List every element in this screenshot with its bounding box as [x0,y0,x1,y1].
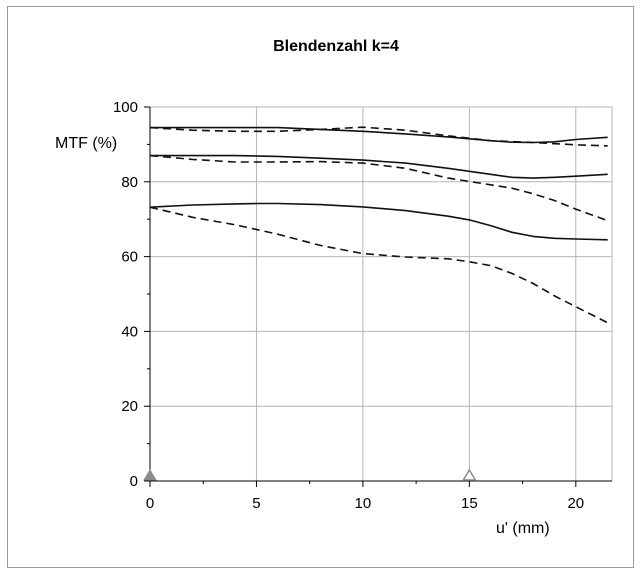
x-axis-label: u' (mm) [496,520,550,537]
series-line-5-solid [149,202,608,241]
y-tick-label: 0 [130,473,138,490]
series-line-4-dashed [149,154,608,222]
x-tick-label: 5 [252,495,260,512]
series-line-6-dashed [149,206,609,324]
x-tick-label: 0 [146,495,154,512]
x-tick-label: 15 [461,495,478,512]
y-axis-label: MTF (%) [55,135,117,152]
y-tick-label: 80 [121,174,138,191]
y-tick-label: 100 [113,99,138,116]
open-triangle-marker [462,468,477,481]
series-line-1-solid [150,126,608,144]
series-line-3-solid [150,154,608,179]
x-tick-label: 20 [567,495,584,512]
x-tick-label: 10 [355,495,372,512]
series-line-2-dashed [149,126,608,147]
y-tick-label: 20 [121,398,138,415]
y-tick-label: 60 [121,249,138,266]
chart-title: Blendenzahl k=4 [273,38,399,55]
filled-triangle-marker [143,469,157,481]
y-tick-label: 40 [121,323,138,340]
plot-area [150,107,612,481]
